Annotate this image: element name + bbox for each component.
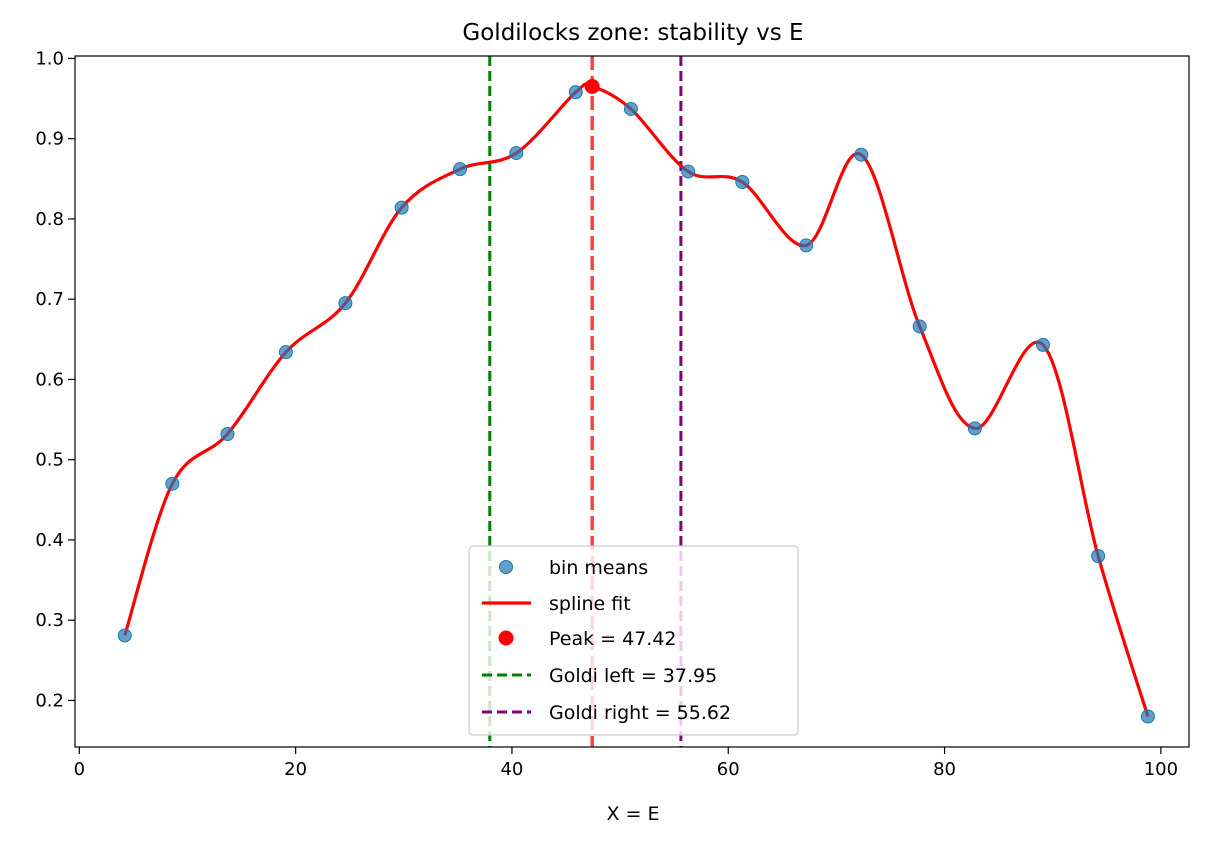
legend-label: Goldi left = 37.95: [549, 665, 717, 687]
x-tick-label: 0: [74, 759, 85, 780]
legend-label: spline fit: [549, 593, 631, 615]
peak-layer: [584, 78, 600, 94]
bin-mean-point: [1140, 709, 1155, 724]
bin-mean-point: [799, 238, 814, 253]
bin-mean-point: [623, 101, 638, 116]
legend-handle-bin-means: [499, 560, 513, 574]
bin-mean-point: [117, 628, 132, 643]
y-tick-label: 0.8: [35, 209, 64, 230]
peak-marker: [584, 78, 600, 94]
x-tick-label: 80: [933, 759, 956, 780]
y-tick-label: 0.5: [35, 450, 64, 471]
chart-title: Goldilocks zone: stability vs E: [462, 20, 803, 46]
bin-mean-point: [1035, 337, 1050, 352]
x-tick-label: 100: [1144, 759, 1178, 780]
bin-mean-point: [394, 200, 409, 215]
plot-frame: [74, 55, 1190, 748]
y-tick-label: 0.6: [35, 369, 64, 390]
x-axis: 0 20 40 60 80 100: [74, 747, 1178, 780]
x-tick-label: 60: [717, 759, 740, 780]
points-layer: [117, 85, 1155, 724]
y-tick-label: 1.0: [35, 48, 64, 69]
y-tick-label: 0.4: [35, 530, 64, 551]
y-tick-label: 0.9: [35, 129, 64, 150]
bin-mean-point: [681, 164, 696, 179]
bin-mean-point: [912, 319, 927, 334]
bin-mean-point: [854, 147, 869, 162]
bin-mean-point: [453, 162, 468, 177]
bin-mean-point: [278, 345, 293, 360]
y-tick-label: 0.7: [35, 289, 64, 310]
legend-handle-peak: [498, 630, 514, 646]
bin-mean-point: [735, 175, 750, 190]
bin-mean-point: [509, 146, 524, 161]
bin-mean-point: [220, 427, 235, 442]
x-tick-label: 20: [284, 759, 307, 780]
legend-label: Goldi right = 55.62: [549, 702, 731, 724]
y-tick-label: 0.3: [35, 610, 64, 631]
x-tick-label: 40: [500, 759, 523, 780]
legend-box: [468, 545, 799, 736]
y-axis: 0.2 0.3 0.4 0.5 0.6 0.7 0.8 0.9 1.0: [35, 48, 75, 711]
bin-mean-point: [338, 296, 353, 311]
x-axis-label: X = E: [606, 803, 659, 825]
y-tick-label: 0.2: [35, 690, 64, 711]
legend-label: Peak = 47.42: [549, 628, 677, 650]
bin-mean-point: [568, 85, 583, 100]
bin-mean-point: [165, 476, 180, 491]
legend: bin means spline fit Peak = 47.42 Goldi lef…: [468, 545, 799, 736]
legend-label: bin means: [549, 557, 648, 579]
bin-mean-point: [1091, 548, 1106, 563]
bin-mean-point: [967, 421, 982, 436]
